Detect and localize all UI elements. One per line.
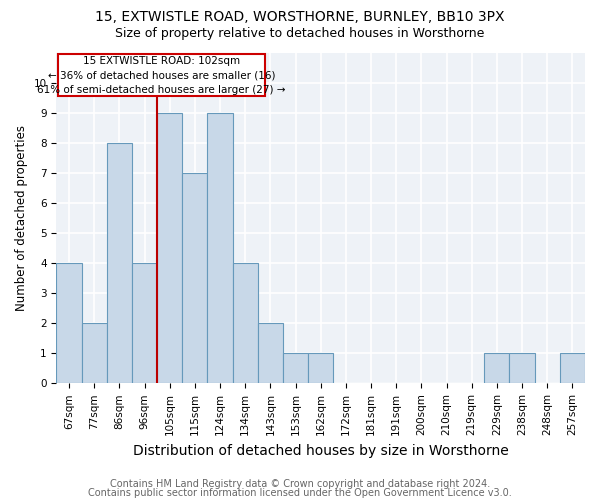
- Bar: [283, 353, 308, 384]
- Text: 15, EXTWISTLE ROAD, WORSTHORNE, BURNLEY, BB10 3PX: 15, EXTWISTLE ROAD, WORSTHORNE, BURNLEY,…: [95, 10, 505, 24]
- Bar: [308, 353, 333, 384]
- Bar: [233, 263, 258, 384]
- Text: 15 EXTWISTLE ROAD: 102sqm: 15 EXTWISTLE ROAD: 102sqm: [83, 56, 240, 66]
- Bar: [258, 323, 283, 384]
- Bar: [56, 263, 82, 384]
- Text: Contains public sector information licensed under the Open Government Licence v3: Contains public sector information licen…: [88, 488, 512, 498]
- Bar: [182, 173, 208, 384]
- Y-axis label: Number of detached properties: Number of detached properties: [15, 125, 28, 311]
- Bar: [132, 263, 157, 384]
- Text: Size of property relative to detached houses in Worsthorne: Size of property relative to detached ho…: [115, 28, 485, 40]
- Bar: [208, 112, 233, 384]
- Text: ← 36% of detached houses are smaller (16): ← 36% of detached houses are smaller (16…: [48, 70, 275, 80]
- Bar: [82, 323, 107, 384]
- FancyBboxPatch shape: [58, 54, 265, 96]
- Bar: [107, 142, 132, 384]
- Text: 61% of semi-detached houses are larger (27) →: 61% of semi-detached houses are larger (…: [37, 84, 286, 94]
- Bar: [509, 353, 535, 384]
- Bar: [484, 353, 509, 384]
- X-axis label: Distribution of detached houses by size in Worsthorne: Distribution of detached houses by size …: [133, 444, 509, 458]
- Text: Contains HM Land Registry data © Crown copyright and database right 2024.: Contains HM Land Registry data © Crown c…: [110, 479, 490, 489]
- Bar: [157, 112, 182, 384]
- Bar: [560, 353, 585, 384]
